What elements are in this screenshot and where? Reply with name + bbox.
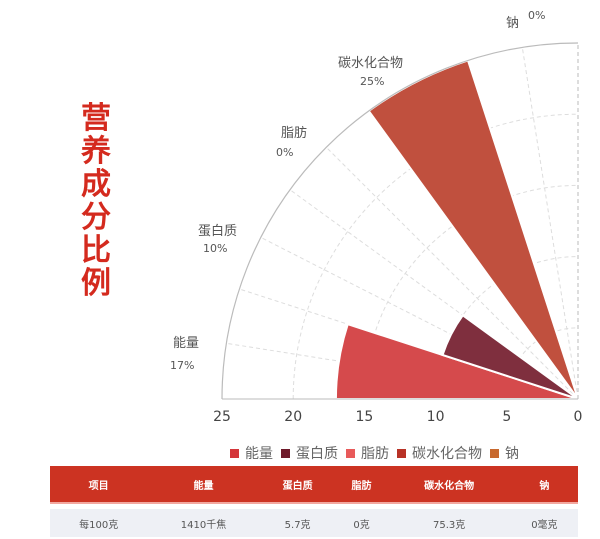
grid-spoke xyxy=(325,146,579,400)
category-label: 能量 xyxy=(173,336,200,351)
table-header: 脂肪 xyxy=(335,466,388,504)
chart-title: 营养成分比例 xyxy=(81,101,111,301)
category-label: 钠 xyxy=(506,16,520,31)
table-cell: 75.3克 xyxy=(387,504,511,537)
legend-item[interactable]: 脂肪 xyxy=(346,443,389,463)
tick-label: 10 xyxy=(427,409,445,425)
table-cell: 5.7克 xyxy=(259,504,336,537)
value-label: 10% xyxy=(203,242,228,255)
legend-swatch xyxy=(230,448,239,458)
legend: 能量 蛋白质 脂肪 碳水化合物 钠 xyxy=(230,443,519,463)
value-label: 0% xyxy=(528,9,546,22)
nutrition-table: 项目 能量 蛋白质 脂肪 碳水化合物 钠 每100克 1410千焦 5.7克 0… xyxy=(50,466,578,537)
category-label: 碳水化合物 xyxy=(338,56,404,71)
grid-ring xyxy=(363,184,579,400)
table-cell: 每100克 xyxy=(50,504,148,537)
category-label: 蛋白质 xyxy=(198,224,238,239)
table-header-row: 项目 能量 蛋白质 脂肪 碳水化合物 钠 xyxy=(50,466,578,504)
legend-label: 钠 xyxy=(505,446,519,462)
tick-label: 0 xyxy=(574,409,583,425)
tick-label: 25 xyxy=(213,409,231,425)
tick-label: 5 xyxy=(502,409,511,425)
outer-arc xyxy=(221,42,579,400)
legend-item[interactable]: 碳水化合物 xyxy=(397,443,482,463)
table-row: 每100克 1410千焦 5.7克 0克 75.3克 0毫克 xyxy=(50,504,578,537)
value-label: 17% xyxy=(170,359,195,372)
legend-swatch xyxy=(346,448,355,458)
category-label: 脂肪 xyxy=(281,126,308,141)
tick-label: 15 xyxy=(355,409,373,425)
legend-swatch xyxy=(281,448,290,458)
legend-item[interactable]: 钠 xyxy=(490,443,519,463)
grid-ring xyxy=(292,113,579,400)
legend-swatch xyxy=(397,448,406,458)
table-cell: 1410千焦 xyxy=(147,504,260,537)
table-header: 蛋白质 xyxy=(259,466,336,504)
grid-spoke xyxy=(521,47,579,400)
table-cell: 0毫克 xyxy=(510,504,578,537)
legend-label: 脂肪 xyxy=(361,446,389,462)
table-cell: 0克 xyxy=(335,504,388,537)
polar-chart: 25 20 15 10 5 0 xyxy=(213,42,583,425)
legend-label: 蛋白质 xyxy=(296,446,338,462)
legend-item[interactable]: 蛋白质 xyxy=(281,443,338,463)
table-header: 碳水化合物 xyxy=(387,466,511,504)
legend-swatch xyxy=(490,448,499,458)
value-label: 25% xyxy=(360,75,385,88)
table-header: 钠 xyxy=(510,466,578,504)
table-header: 项目 xyxy=(50,466,148,504)
legend-item[interactable]: 能量 xyxy=(230,443,273,463)
bar-sector xyxy=(441,313,579,400)
value-label: 0% xyxy=(276,146,294,159)
legend-label: 碳水化合物 xyxy=(412,446,482,462)
tick-label: 20 xyxy=(284,409,302,425)
legend-label: 能量 xyxy=(245,446,273,462)
table-header: 能量 xyxy=(147,466,260,504)
